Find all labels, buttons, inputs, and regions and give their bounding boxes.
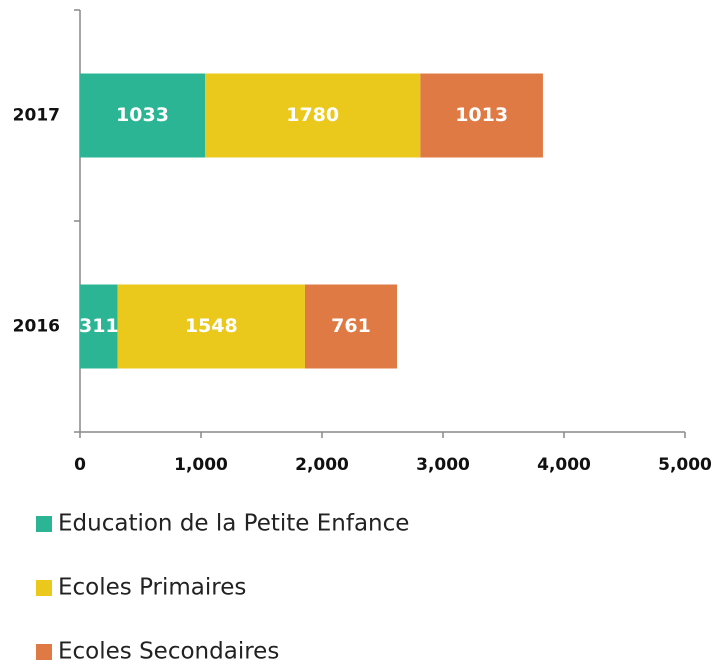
bar-segment — [204, 73, 421, 158]
bar-segment — [80, 284, 118, 369]
x-tick-label: 0 — [74, 455, 86, 475]
legend-label: Ecoles Secondaires — [58, 639, 279, 665]
data-label: 1780 — [286, 104, 339, 126]
x-tick-label: 5,000 — [658, 455, 712, 475]
x-tick-label: 2,000 — [295, 455, 349, 475]
x-tick-label: 4,000 — [537, 455, 591, 475]
legend-swatch — [36, 644, 52, 660]
data-label: 1013 — [455, 104, 508, 126]
legend-label: Ecoles Primaires — [58, 575, 246, 601]
bar-segment — [117, 284, 305, 369]
x-tick-label: 1,000 — [174, 455, 228, 475]
legend-swatch — [36, 580, 52, 596]
data-label: 761 — [331, 315, 371, 337]
bar-segment — [304, 284, 398, 369]
legend-label: Education de la Petite Enfance — [58, 511, 409, 537]
bar-segment — [80, 73, 205, 158]
data-label: 1033 — [116, 104, 169, 126]
data-label: 311 — [79, 315, 119, 337]
y-tick-label: 2016 — [13, 317, 60, 337]
bar-segment — [420, 73, 543, 158]
y-tick-label: 2017 — [13, 106, 60, 126]
x-tick-label: 3,000 — [416, 455, 470, 475]
data-label: 1548 — [185, 315, 238, 337]
legend-swatch — [36, 516, 52, 532]
